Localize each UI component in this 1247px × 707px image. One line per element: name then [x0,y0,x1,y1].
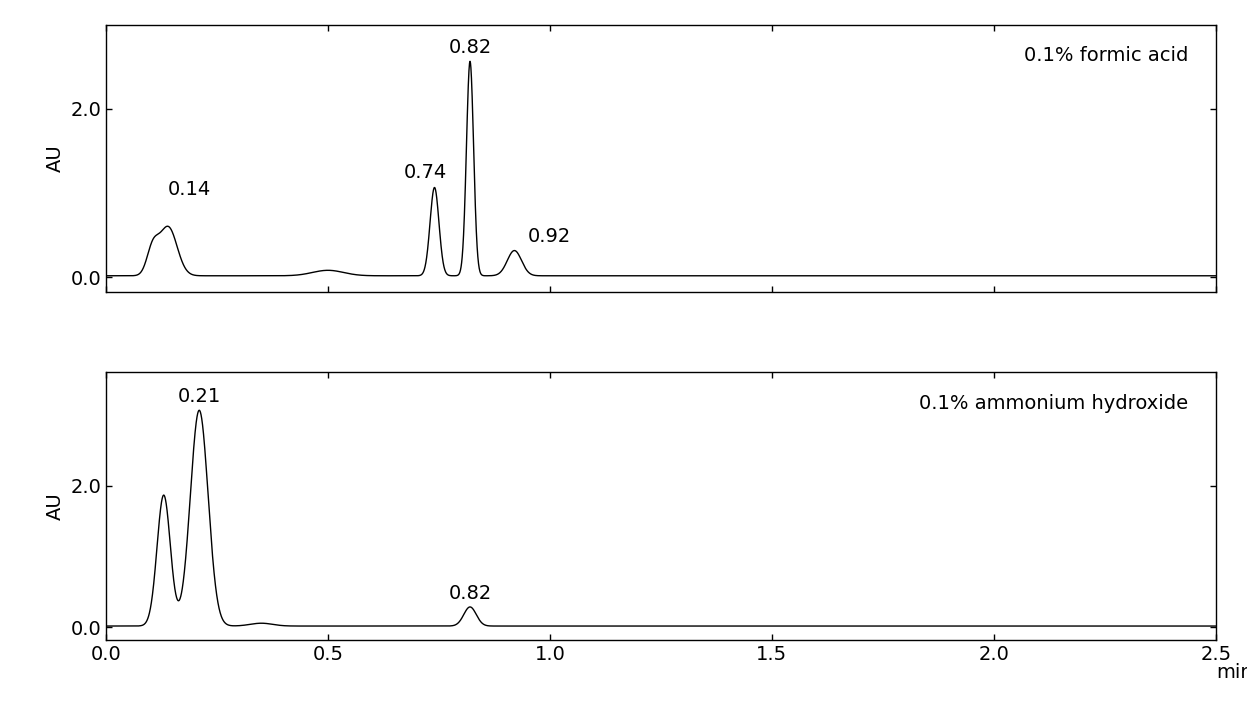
Text: 0.1% ammonium hydroxide: 0.1% ammonium hydroxide [919,394,1188,413]
Text: 0.21: 0.21 [177,387,221,407]
Text: 0.14: 0.14 [168,180,212,199]
Text: 0.1% formic acid: 0.1% formic acid [1024,46,1188,65]
Text: 0.82: 0.82 [449,37,491,57]
Text: 0.82: 0.82 [449,584,491,603]
Text: 0.92: 0.92 [527,227,571,246]
Text: 0.74: 0.74 [404,163,448,182]
Text: min: min [1216,662,1247,682]
Y-axis label: AU: AU [46,492,65,520]
Y-axis label: AU: AU [46,145,65,173]
